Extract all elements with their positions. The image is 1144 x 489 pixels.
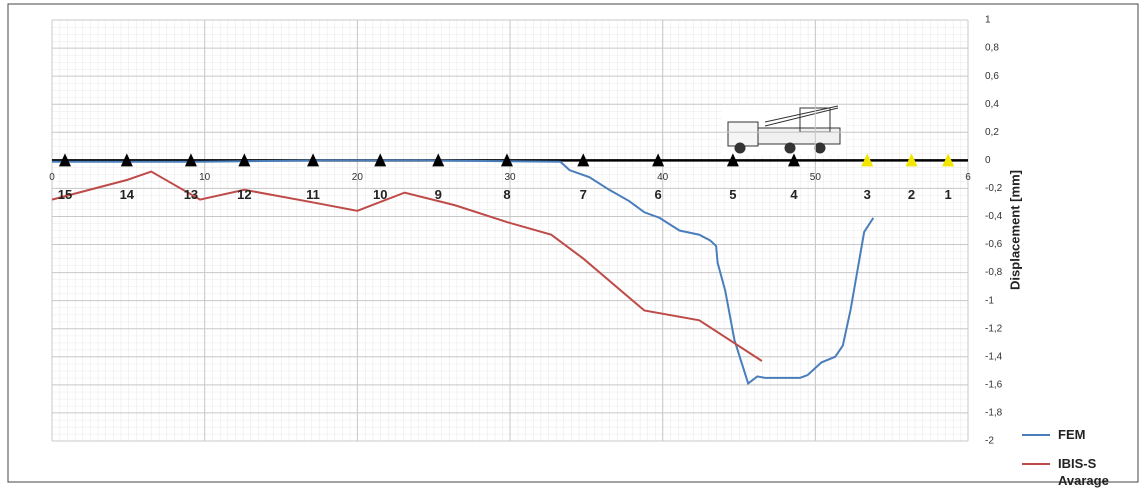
truck-icon <box>722 103 846 155</box>
y-tick-label: -1,2 <box>985 323 1003 334</box>
support-label: 13 <box>184 187 198 202</box>
support-label: 12 <box>237 187 251 202</box>
support-marker <box>58 153 71 167</box>
y-tick-label: 0 <box>985 155 991 166</box>
support-marker <box>184 153 197 167</box>
x-tick-label: 40 <box>657 172 669 183</box>
support-marker <box>942 153 955 167</box>
support-label: 5 <box>729 187 736 202</box>
support-label: 15 <box>58 187 72 202</box>
support-marker <box>238 153 251 167</box>
support-label: 4 <box>790 187 798 202</box>
y-tick-label: -0,8 <box>985 267 1003 278</box>
support-marker <box>374 153 387 167</box>
y-tick-label: 1 <box>985 15 991 26</box>
y-tick-label: -0,2 <box>985 183 1003 194</box>
y-tick-label: -1,8 <box>985 408 1003 419</box>
y-tick-label: -2 <box>985 436 994 447</box>
y-tick-label: -1,4 <box>985 351 1003 362</box>
y-tick-label: 0,2 <box>985 127 999 138</box>
legend-label: FEM <box>1058 427 1086 442</box>
support-label: 11 <box>306 187 320 202</box>
support-label: 6 <box>654 187 661 202</box>
y-tick-label: -0,4 <box>985 211 1003 222</box>
y-tick-label: 0,4 <box>985 99 999 110</box>
support-label: 14 <box>120 187 135 202</box>
support-marker <box>787 153 800 167</box>
support-marker <box>577 153 590 167</box>
y-axis-title: Displacement [mm] <box>1007 170 1022 290</box>
x-tick-label: 0 <box>49 172 55 183</box>
support-label: 3 <box>864 187 871 202</box>
support-label: 7 <box>580 187 587 202</box>
support-marker <box>726 153 739 167</box>
support-marker <box>432 153 445 167</box>
y-tick-label: -1,6 <box>985 380 1003 391</box>
support-marker <box>652 153 665 167</box>
support-label: 1 <box>945 187 952 202</box>
x-tick-label: 50 <box>810 172 822 183</box>
y-tick-label: 0,8 <box>985 43 999 54</box>
support-marker <box>861 153 874 167</box>
support-marker <box>307 153 320 167</box>
support-marker <box>500 153 513 167</box>
support-marker <box>905 153 918 167</box>
x-tick-label: 10 <box>199 172 211 183</box>
support-marker <box>120 153 133 167</box>
y-tick-label: 0,6 <box>985 71 999 82</box>
support-label: 8 <box>503 187 510 202</box>
frame <box>7 3 1139 483</box>
x-tick-label: 30 <box>504 172 516 183</box>
series-line <box>52 159 875 386</box>
x-tick-label: 20 <box>352 172 364 183</box>
support-label: 2 <box>908 187 915 202</box>
series-line <box>51 170 763 362</box>
support-label: 9 <box>435 187 442 202</box>
legend-label: IBIS-S Avarage <box>1058 456 1109 488</box>
x-tick-label: 6 <box>965 172 971 183</box>
y-tick-label: -1 <box>985 295 994 306</box>
support-label: 10 <box>373 187 387 202</box>
y-tick-label: -0,6 <box>985 239 1003 250</box>
